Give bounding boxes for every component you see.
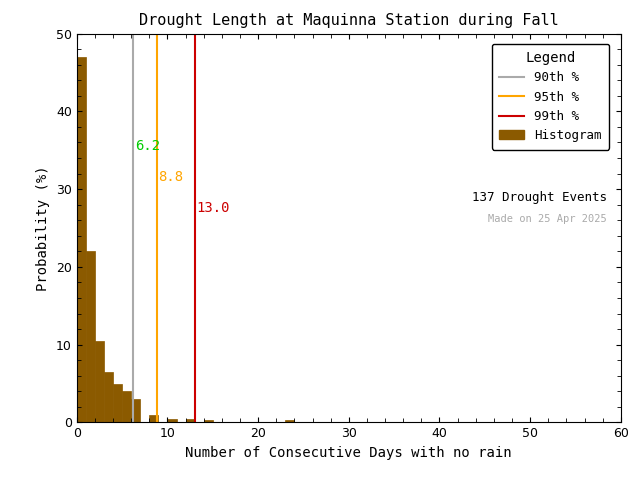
Y-axis label: Probability (%): Probability (%) xyxy=(36,165,51,291)
Bar xyxy=(122,391,131,422)
Legend: 90th %, 95th %, 99th %, Histogram: 90th %, 95th %, 99th %, Histogram xyxy=(492,44,609,150)
Bar xyxy=(204,420,212,422)
Text: 6.2: 6.2 xyxy=(135,139,160,153)
Text: 137 Drought Events: 137 Drought Events xyxy=(472,191,607,204)
Bar xyxy=(104,372,113,422)
Text: 8.8: 8.8 xyxy=(158,170,184,184)
Bar xyxy=(131,399,140,422)
Bar xyxy=(86,252,95,422)
Text: 13.0: 13.0 xyxy=(196,202,230,216)
Bar xyxy=(168,419,177,422)
Bar xyxy=(77,57,86,422)
Text: Made on 25 Apr 2025: Made on 25 Apr 2025 xyxy=(488,215,607,224)
Bar xyxy=(149,415,158,422)
X-axis label: Number of Consecutive Days with no rain: Number of Consecutive Days with no rain xyxy=(186,446,512,460)
Bar xyxy=(186,419,195,422)
Bar xyxy=(95,341,104,422)
Bar xyxy=(113,384,122,422)
Title: Drought Length at Maquinna Station during Fall: Drought Length at Maquinna Station durin… xyxy=(139,13,559,28)
Bar xyxy=(285,420,294,422)
